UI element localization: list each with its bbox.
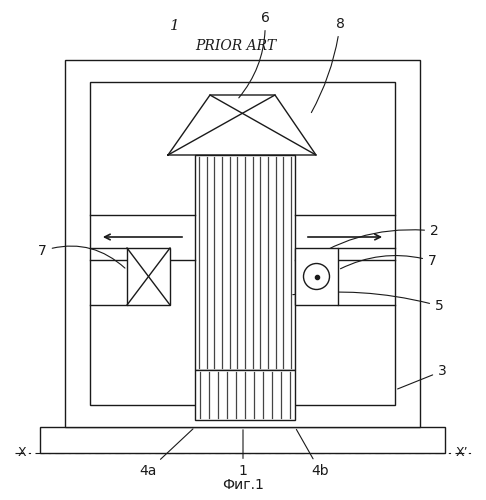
Text: 1: 1 — [239, 430, 247, 478]
Text: 2: 2 — [297, 224, 439, 268]
Text: 4a: 4a — [139, 429, 193, 478]
Text: X: X — [18, 446, 27, 460]
Text: 4b: 4b — [296, 430, 329, 478]
Text: 1: 1 — [170, 19, 180, 33]
Bar — [40, 427, 445, 453]
Text: 7: 7 — [341, 254, 437, 269]
Bar — [295, 248, 338, 305]
Bar — [195, 370, 295, 420]
Text: Фиг.1: Фиг.1 — [222, 478, 264, 492]
Bar — [195, 155, 295, 370]
Text: PRIOR ART: PRIOR ART — [195, 39, 276, 53]
Text: 7: 7 — [38, 244, 125, 268]
Text: 6: 6 — [239, 11, 269, 98]
Bar — [65, 60, 420, 427]
Text: 3: 3 — [398, 364, 447, 389]
Text: 8: 8 — [312, 17, 345, 112]
Text: 5: 5 — [293, 292, 444, 313]
Bar — [127, 248, 170, 305]
Text: X’: X’ — [455, 446, 468, 460]
Bar — [90, 82, 395, 405]
